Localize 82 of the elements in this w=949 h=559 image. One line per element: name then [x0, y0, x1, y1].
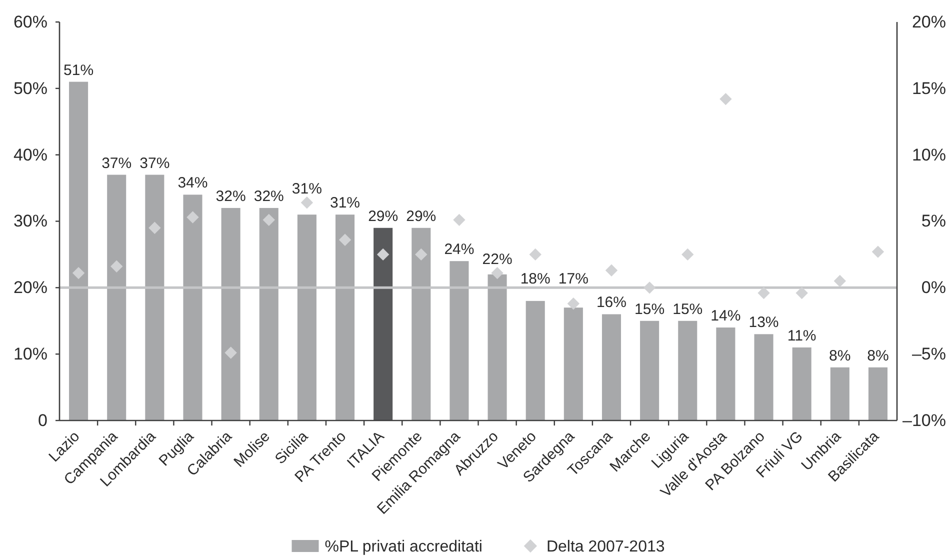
- y-tick-label: 40%: [13, 145, 48, 164]
- data-label: 31%: [330, 194, 360, 212]
- data-label: 37%: [140, 154, 170, 172]
- bar: [754, 334, 774, 420]
- point: [110, 260, 123, 273]
- point: [415, 248, 428, 261]
- bar: [297, 214, 316, 420]
- bar: [69, 82, 88, 420]
- point: [567, 298, 580, 310]
- data-label: 29%: [368, 208, 398, 225]
- point: [720, 92, 732, 106]
- legend-label: Delta 2007-2013: [546, 538, 665, 556]
- data-label: 13%: [748, 314, 779, 332]
- data-label: 15%: [672, 300, 703, 318]
- y2-tick-label: 0%: [921, 278, 946, 298]
- y-tick-label: 0: [38, 410, 48, 430]
- point: [643, 282, 656, 294]
- point: [796, 286, 808, 300]
- legend-label: %PL privati accreditati: [324, 538, 482, 556]
- y2-tick-label: –10%: [902, 410, 946, 430]
- bar: [716, 328, 736, 420]
- data-label: 32%: [254, 188, 284, 205]
- y-tick-label: 50%: [13, 78, 48, 98]
- point: [682, 248, 694, 261]
- y2-tick-label: 5%: [921, 212, 946, 231]
- y2-tick-label: 20%: [912, 12, 946, 32]
- point: [376, 248, 390, 261]
- bar: [488, 274, 507, 420]
- data-label: 17%: [558, 270, 588, 288]
- bar: [678, 320, 698, 420]
- data-label: 22%: [482, 251, 512, 268]
- point: [262, 214, 275, 226]
- y-tick-label: 60%: [13, 12, 48, 32]
- point: [300, 196, 314, 209]
- data-label: 34%: [178, 174, 208, 192]
- y2-tick-label: 10%: [912, 145, 946, 164]
- y-tick-label: 30%: [13, 212, 48, 231]
- bar: [107, 174, 126, 420]
- bar: [564, 308, 583, 420]
- data-label: 32%: [216, 188, 246, 205]
- bar: [830, 367, 850, 420]
- point: [338, 234, 352, 246]
- data-label: 51%: [64, 62, 94, 79]
- bar: [526, 300, 545, 420]
- bar: [602, 314, 622, 420]
- point: [605, 264, 618, 276]
- point: [872, 246, 884, 258]
- point: [491, 266, 504, 280]
- y2-tick-label: –5%: [912, 344, 946, 364]
- point: [453, 214, 466, 226]
- y-tick-label: 10%: [13, 344, 48, 364]
- bar: [792, 347, 812, 420]
- data-label: 8%: [829, 347, 851, 364]
- point: [834, 274, 846, 288]
- bar: [183, 194, 202, 420]
- data-label: 14%: [710, 308, 741, 325]
- data-label: 31%: [292, 180, 322, 198]
- y-tick-label: 20%: [13, 278, 48, 298]
- data-label: 8%: [867, 347, 889, 364]
- data-label: 11%: [787, 327, 816, 344]
- bar: [374, 228, 393, 420]
- data-label: 29%: [406, 208, 436, 225]
- y2-tick-label: 15%: [912, 78, 946, 98]
- point: [186, 211, 199, 224]
- bar: [868, 367, 888, 420]
- bar: [335, 214, 355, 420]
- data-label: 15%: [634, 300, 665, 318]
- point: [529, 248, 542, 261]
- data-label: 24%: [444, 241, 474, 258]
- bar: [412, 228, 431, 420]
- bar: [221, 208, 240, 420]
- data-label: 37%: [102, 154, 132, 172]
- bar: [259, 208, 278, 420]
- point: [758, 286, 770, 300]
- point: [148, 222, 161, 234]
- point: [224, 346, 237, 359]
- bar: [450, 261, 469, 420]
- point: [72, 266, 85, 280]
- bar: [145, 174, 164, 420]
- data-label: 18%: [520, 270, 550, 288]
- data-label: 16%: [596, 294, 627, 312]
- bar: [640, 320, 660, 420]
